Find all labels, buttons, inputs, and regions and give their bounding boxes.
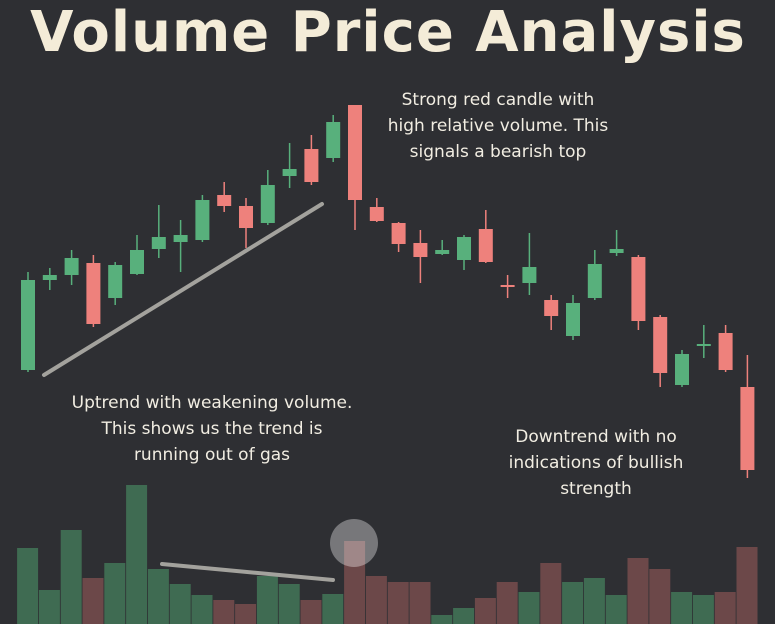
highlight-circle <box>330 519 378 567</box>
volume-bar <box>453 608 475 624</box>
candle-body <box>675 354 689 385</box>
volume-bar <box>17 548 39 624</box>
volume-bar <box>365 576 387 624</box>
candle-body <box>696 344 711 346</box>
candle-body <box>239 206 253 228</box>
annotation-text: high relative volume. This <box>388 116 609 136</box>
candle-body <box>457 237 471 260</box>
volume-bar <box>387 582 409 624</box>
candle-body <box>173 235 188 242</box>
candle-body <box>740 387 755 470</box>
volume-bar <box>692 595 714 624</box>
candle-body <box>42 275 57 280</box>
annotations: Strong red candle with high relative volu… <box>72 90 684 499</box>
volume-bar <box>126 485 148 624</box>
volume-bar <box>256 576 278 624</box>
volume-trend-line <box>160 562 335 582</box>
volume-bar <box>496 582 518 624</box>
candle-body <box>86 263 101 324</box>
volume-bar <box>409 582 431 624</box>
volume-bar <box>431 615 453 624</box>
volume-bar <box>714 592 736 624</box>
candle-body <box>631 257 646 321</box>
annotation-text: running out of gas <box>134 445 290 465</box>
candle-body <box>282 169 297 176</box>
candle-body <box>391 223 406 244</box>
volume-bar <box>474 598 496 624</box>
volume-bar <box>671 592 693 624</box>
candle-body <box>500 285 515 287</box>
candle-body <box>478 229 493 262</box>
volume-bar <box>147 569 169 624</box>
volume-bar <box>736 547 758 624</box>
candle-body <box>151 237 166 249</box>
volume-bar <box>605 595 627 624</box>
annotation-text: indications of bullish <box>509 453 684 473</box>
volume-bar <box>38 590 60 624</box>
annotation-text: strength <box>560 479 632 499</box>
chart-title: Volume Price Analysis <box>30 0 746 65</box>
annotation-text: Downtrend with no <box>515 427 677 447</box>
candle-body <box>64 258 79 275</box>
candle-body <box>108 265 123 298</box>
candle-body <box>413 243 428 257</box>
candle-body <box>217 195 232 206</box>
volume-bar <box>627 558 649 624</box>
candle-body <box>348 105 362 200</box>
volume-bar <box>104 563 126 624</box>
candle-layer <box>21 105 755 478</box>
volume-bar <box>82 578 104 624</box>
volume-bar <box>300 600 322 624</box>
annotation-text: Uptrend with weakening volume. <box>72 393 353 413</box>
candle-body <box>304 149 319 182</box>
volume-bar <box>278 584 300 624</box>
volume-bar <box>344 541 366 624</box>
candle-body <box>195 200 210 240</box>
volume-bar <box>235 604 257 624</box>
annotation-text: Strong red candle with <box>402 90 595 110</box>
volume-bar <box>322 594 344 624</box>
candle-body <box>522 267 537 283</box>
volume-bar <box>60 530 82 624</box>
candle-body <box>21 280 35 370</box>
candle-body <box>369 207 384 221</box>
candle-body <box>609 249 624 253</box>
candle-body <box>435 250 450 254</box>
candle-body <box>544 300 559 316</box>
candle-body <box>653 317 668 373</box>
volume-bar <box>649 569 671 624</box>
candle-body <box>587 264 602 298</box>
trend-line <box>42 202 324 377</box>
annotation-text: This shows us the trend is <box>101 419 323 439</box>
volume-bar <box>191 595 213 624</box>
candle-body <box>326 122 341 158</box>
candle-body <box>718 333 733 370</box>
candle-body <box>566 303 580 336</box>
candle-body <box>130 250 144 274</box>
volume-bar <box>540 563 562 624</box>
volume-layer <box>17 485 758 624</box>
volume-bar <box>169 584 191 624</box>
volume-bar <box>562 582 584 624</box>
annotation-text: signals a bearish top <box>410 142 587 162</box>
volume-bar <box>518 592 540 624</box>
volume-bar <box>583 578 605 624</box>
volume-bar <box>213 600 235 624</box>
candle-body <box>260 185 275 223</box>
